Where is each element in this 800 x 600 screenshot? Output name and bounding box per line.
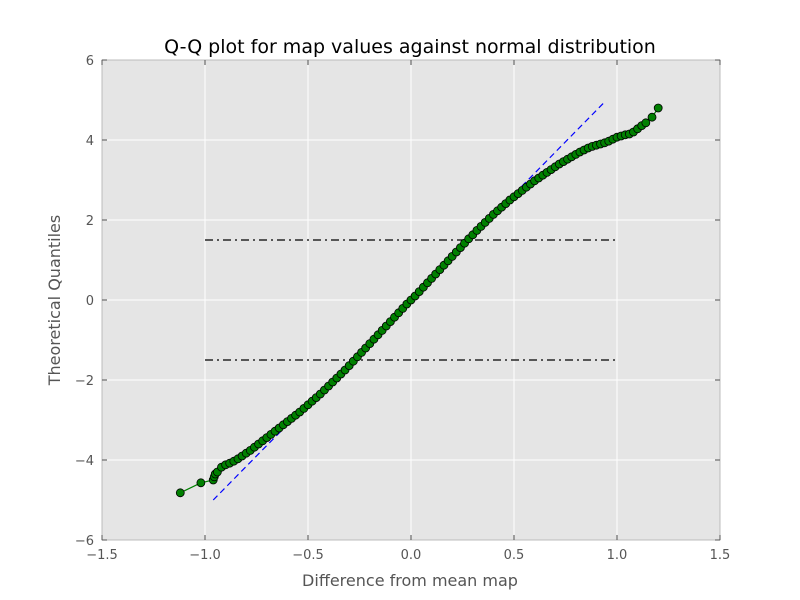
sample-quantile-point	[647, 112, 657, 122]
x-axis-label: Difference from mean map	[302, 571, 518, 590]
y-tick-label: −2	[75, 374, 94, 389]
ticks: −1.5 −1.0 −0.5 0.0 0.5 1.0 1.5 −6 −4 −2 0 2 4 6	[75, 54, 731, 563]
y-tick-label: −6	[75, 534, 94, 549]
y-axis-label: Theoretical Quantiles	[45, 215, 64, 387]
x-tick-label: −1.0	[189, 548, 221, 563]
y-tick-label: 4	[86, 134, 94, 149]
sample-quantile-point	[196, 478, 206, 488]
y-tick-label: 0	[86, 294, 94, 309]
x-tick-label: 0.5	[504, 548, 525, 563]
x-tick-label: 0.0	[401, 548, 422, 563]
x-tick-label: 1.5	[710, 548, 731, 563]
sample-quantile-point	[653, 103, 663, 113]
y-tick-label: 2	[86, 214, 94, 229]
x-tick-label: 1.0	[607, 548, 628, 563]
y-tick-label: 6	[86, 54, 94, 69]
x-tick-label: −1.5	[86, 548, 118, 563]
sample-quantile-point	[641, 118, 651, 128]
y-tick-label: −4	[75, 454, 94, 469]
chart-title: Q-Q plot for map values against normal d…	[164, 36, 656, 58]
sample-quantile-point	[175, 488, 185, 498]
x-tick-label: −0.5	[292, 548, 324, 563]
series-layer	[175, 101, 663, 501]
